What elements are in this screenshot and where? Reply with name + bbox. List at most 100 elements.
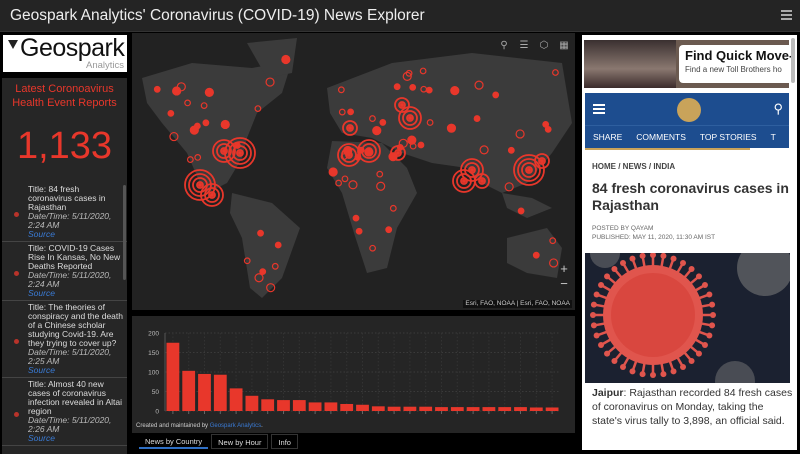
- bar: [292, 400, 306, 411]
- event-marker: [169, 131, 179, 142]
- app-title: Geospark Analytics' Coronavirus (COVID-1…: [10, 7, 425, 24]
- source-link[interactable]: Source: [28, 365, 55, 375]
- nav-more[interactable]: T: [770, 132, 776, 142]
- event-marker: [389, 204, 397, 212]
- menu-icon[interactable]: [781, 10, 792, 20]
- event-marker: [394, 97, 410, 113]
- event-marker: [388, 152, 398, 162]
- event-marker: [513, 154, 545, 186]
- event-marker: [460, 177, 468, 185]
- zoom-in-button[interactable]: +: [560, 261, 568, 276]
- nav-comments[interactable]: COMMENTS: [636, 132, 686, 142]
- tab-info[interactable]: Info: [271, 434, 298, 449]
- virus-spike-tip: [660, 371, 667, 378]
- source-link[interactable]: Source: [28, 229, 55, 239]
- world-map[interactable]: ⚲ ☰ ⬡ ▦ + − Esri, FAO, NOAA | Esri, FAO,…: [132, 33, 575, 310]
- list-scrollbar[interactable]: [123, 185, 126, 280]
- event-marker: [525, 166, 533, 174]
- nav-top-stories[interactable]: TOP STORIES: [699, 132, 757, 142]
- landmass: [230, 193, 300, 298]
- event-marker: [538, 157, 546, 165]
- event-marker: [549, 237, 557, 245]
- item-datetime: Date/Time: 5/11/2020, 2:26 AM: [28, 415, 112, 434]
- bar: [340, 403, 354, 411]
- event-marker: [425, 86, 433, 94]
- ad-banner[interactable]: Find Quick Move- Find a new Toll Brother…: [584, 40, 794, 88]
- ad-subtitle: Find a new Toll Brothers ho: [685, 65, 782, 74]
- nav-share[interactable]: SHARE: [593, 132, 623, 142]
- bar: [166, 342, 180, 411]
- posted-by: POSTED BY QAYAM: [592, 225, 654, 232]
- list-item[interactable]: Title: COVID-19 Cases Rise In Kansas, No…: [2, 242, 127, 301]
- basemap-gallery-icon[interactable]: ▦: [559, 40, 569, 51]
- event-marker: [328, 167, 338, 177]
- search-icon[interactable]: ⚲: [773, 101, 783, 116]
- article-title: 84 fresh coronavirus cases in Rajasthan: [592, 180, 789, 213]
- event-marker: [233, 142, 241, 149]
- event-marker: [400, 103, 404, 107]
- site-logo-bird-icon[interactable]: [677, 98, 701, 122]
- event-marker: [532, 251, 540, 259]
- event-marker: [470, 168, 474, 172]
- zoom-out-button[interactable]: −: [560, 276, 568, 291]
- chart-tabs: News by Country New by Hour Info: [139, 434, 298, 449]
- list-item[interactable]: Title: 84 fresh coronavirus cases in Raj…: [2, 183, 127, 242]
- breadcrumb[interactable]: HOME / NEWS / INDIA: [592, 162, 676, 171]
- layers-icon[interactable]: ⬡: [539, 40, 549, 51]
- search-icon[interactable]: ⚲: [500, 40, 508, 51]
- virus-spike-tip: [620, 260, 626, 267]
- virus-spike-tip: [695, 273, 702, 280]
- y-tick-label: 0: [155, 409, 159, 416]
- event-marker: [398, 138, 408, 148]
- hamburger-icon[interactable]: [593, 104, 605, 114]
- bar: [245, 395, 259, 411]
- virus-spike-tip: [629, 368, 636, 375]
- event-marker: [194, 153, 202, 161]
- event-marker: [346, 124, 354, 132]
- event-marker: [462, 179, 466, 183]
- event-marker: [379, 119, 387, 126]
- event-marker: [172, 86, 182, 96]
- event-marker: [405, 69, 413, 77]
- list-item[interactable]: Title: The theories of conspiracy and th…: [2, 301, 127, 378]
- event-marker: [259, 268, 267, 276]
- virus-spike-tip: [629, 255, 636, 262]
- virus-spike-tip: [611, 266, 618, 273]
- geospark-logo: Geospark Analytics: [3, 35, 127, 72]
- ad-title: Find Quick Move-: [685, 48, 794, 63]
- article-scrollbar[interactable]: [791, 38, 795, 83]
- y-tick-label: 150: [148, 350, 159, 357]
- article-viewer[interactable]: Find Quick Move- Find a new Toll Brother…: [582, 35, 797, 450]
- event-marker: [184, 99, 191, 107]
- event-marker: [200, 183, 224, 207]
- legend-list-icon[interactable]: ☰: [519, 40, 529, 51]
- geospark-link[interactable]: Geospark Analytics: [209, 423, 262, 429]
- virus-spike-tip: [688, 357, 695, 364]
- marker-dot-icon: [14, 411, 19, 417]
- list-item[interactable]: Title: Almost 40 new cases of coronaviru…: [2, 378, 127, 446]
- event-marker: [474, 173, 490, 189]
- bar: [514, 407, 527, 411]
- virus-spike-tip: [670, 255, 677, 262]
- source-link[interactable]: Source: [28, 288, 55, 298]
- event-marker: [398, 106, 422, 130]
- bar: [403, 406, 417, 411]
- virus-spike-tip: [598, 342, 605, 348]
- bar: [371, 406, 385, 411]
- virus-spike-tip: [650, 372, 656, 378]
- event-marker: [409, 142, 417, 150]
- map-canvas[interactable]: [132, 33, 575, 310]
- virus-spike-tip: [706, 291, 713, 298]
- virus-spike-tip: [710, 312, 716, 318]
- tab-new-by-hour[interactable]: New by Hour: [211, 434, 269, 449]
- app-header: Geospark Analytics' Coronavirus (COVID-1…: [0, 0, 800, 32]
- event-marker: [369, 115, 376, 122]
- tab-news-by-country[interactable]: News by Country: [139, 434, 209, 449]
- bar: [261, 399, 275, 411]
- bar: [387, 406, 401, 411]
- event-marker: [352, 214, 360, 222]
- source-link[interactable]: Source: [28, 433, 55, 443]
- logo-name: Geospark: [20, 34, 125, 62]
- event-marker: [372, 126, 382, 136]
- y-tick-label: 100: [148, 370, 159, 377]
